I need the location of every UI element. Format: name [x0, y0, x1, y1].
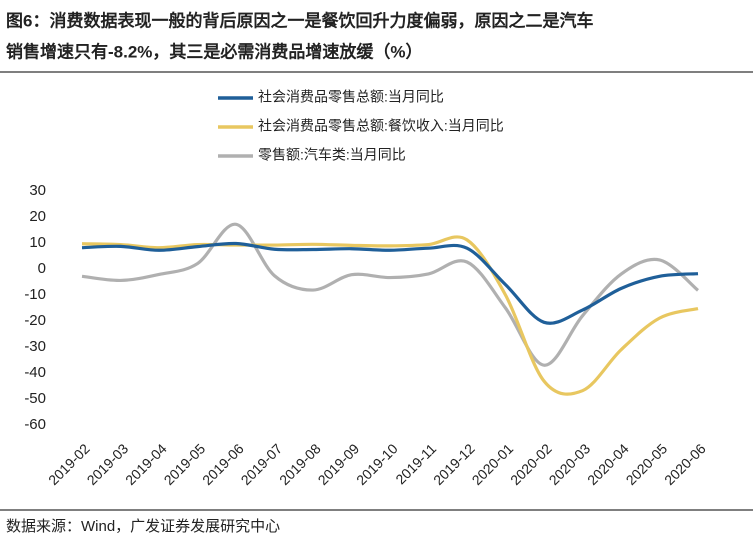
y-tick-label: 30: [29, 182, 46, 199]
x-tick-label: 2020-03: [546, 440, 594, 488]
series-line: [81, 235, 699, 396]
x-tick-label: 2020-05: [623, 440, 671, 488]
y-tick-label: 0: [38, 260, 46, 277]
x-tick-label: 2020-02: [507, 440, 555, 488]
x-tick-label: 2019-05: [161, 440, 209, 488]
x-tick-label: 2019-04: [122, 440, 170, 488]
y-tick-label: -40: [24, 364, 46, 381]
legend-label: 社会消费品零售总额:餐饮收入:当月同比: [258, 118, 504, 134]
y-tick-label: 10: [29, 234, 46, 251]
y-tick-label: -20: [24, 312, 46, 329]
x-tick-label: 2019-03: [84, 440, 132, 488]
series-line: [81, 241, 699, 325]
x-tick-label: 2019-02: [45, 440, 93, 488]
chart-title: 销售增速只有-8.2%，其三是必需消费品增速放缓（%）: [6, 41, 423, 61]
x-tick-label: 2020-04: [584, 440, 632, 488]
y-tick-label: -10: [24, 286, 46, 303]
x-tick-label: 2019-10: [353, 440, 401, 488]
y-tick-label: -30: [24, 338, 46, 355]
x-tick-label: 2020-01: [469, 440, 517, 488]
y-tick-label: -50: [24, 390, 46, 407]
y-tick-label: 20: [29, 208, 46, 225]
legend-label: 社会消费品零售总额:当月同比: [258, 89, 444, 105]
x-tick-label: 2019-12: [430, 440, 478, 488]
x-tick-label: 2020-06: [661, 440, 709, 488]
source: 数据来源：Wind，广发证券发展研究中心: [6, 518, 280, 535]
x-tick-label: 2019-08: [276, 440, 324, 488]
x-tick-label: 2019-09: [315, 440, 363, 488]
chart-title: 图6：消费数据表现一般的背后原因之一是餐饮回升力度偏弱，原因之二是汽车: [6, 10, 593, 30]
y-tick-label: -60: [24, 416, 46, 433]
x-tick-label: 2019-06: [199, 440, 247, 488]
legend-label: 零售额:汽车类:当月同比: [258, 147, 406, 163]
x-tick-label: 2019-07: [238, 440, 286, 488]
